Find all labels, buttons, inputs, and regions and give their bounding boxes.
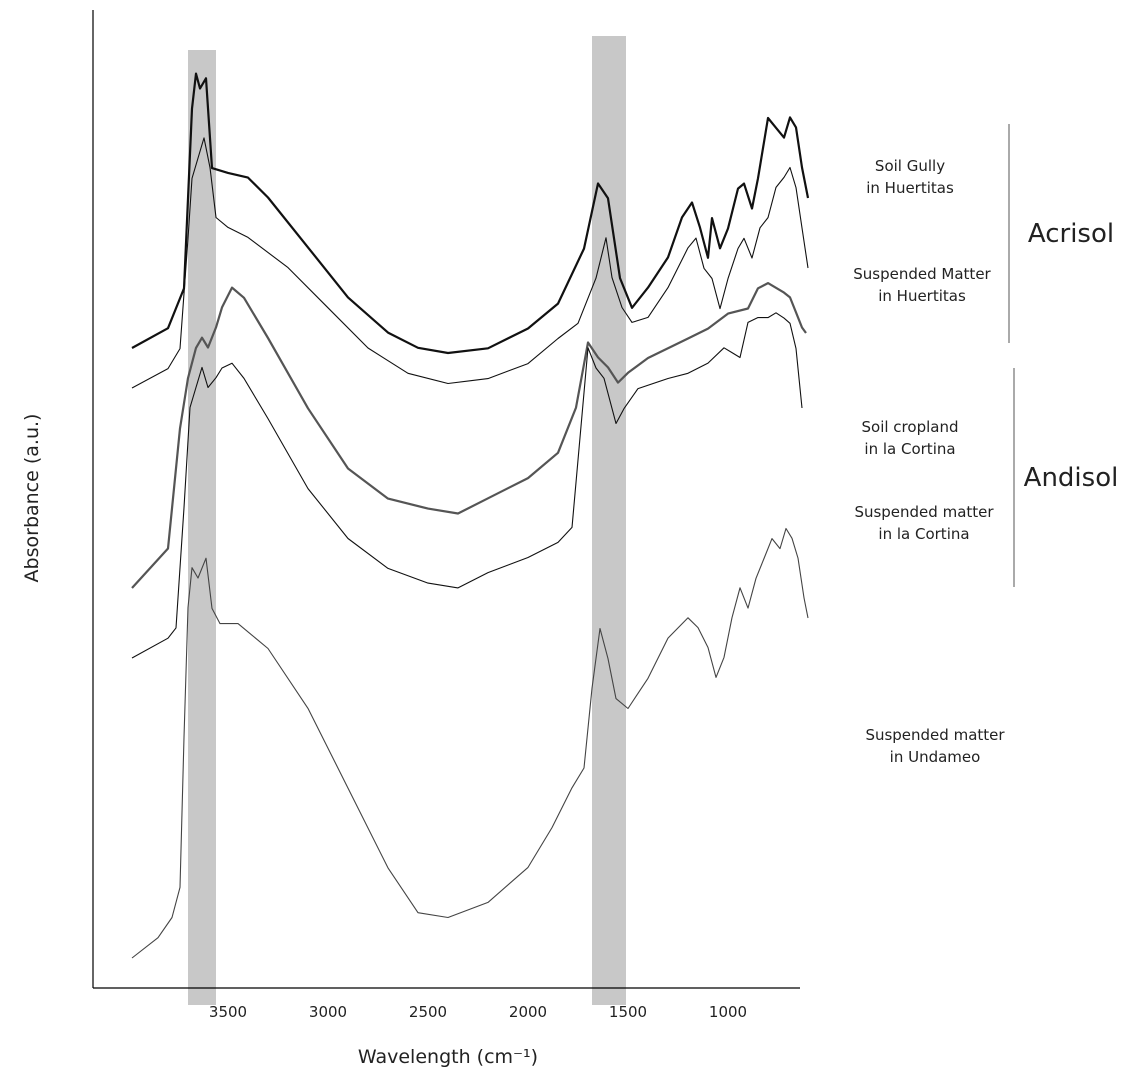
group-label: Andisol <box>1024 463 1119 493</box>
series-label: in Huertitas <box>866 179 954 197</box>
x-axis-title: Wavelength (cm⁻¹) <box>358 1046 538 1068</box>
series-line <box>131 282 807 589</box>
series-label: Suspended matter <box>854 503 994 521</box>
series-label: Soil cropland <box>862 418 959 436</box>
series-label: in Undameo <box>890 748 981 766</box>
series-label: in la Cortina <box>878 525 969 543</box>
group-label: Acrisol <box>1028 219 1114 249</box>
highlight-band <box>188 50 216 1005</box>
series-lines <box>131 72 810 959</box>
x-tick-label: 1500 <box>609 1003 647 1021</box>
highlight-bands <box>188 36 626 1005</box>
x-tick-label: 2500 <box>409 1003 447 1021</box>
highlight-band <box>592 36 626 1005</box>
group-brackets: Acrisol Andisol <box>1008 124 1119 587</box>
x-tick-label: 1000 <box>709 1003 747 1021</box>
series-label: in Huertitas <box>878 287 966 305</box>
x-tick-label: 3000 <box>309 1003 347 1021</box>
series-label: Suspended Matter <box>853 265 991 283</box>
series-line <box>131 312 803 659</box>
x-tick-label: 3500 <box>209 1003 247 1021</box>
series-labels: Soil Gully in Huertitas Suspended Matter in… <box>853 157 1005 766</box>
x-tick-labels: 3500 3000 2500 2000 1500 1000 <box>209 1003 747 1021</box>
series-line <box>131 527 809 959</box>
series-line <box>131 137 809 389</box>
y-axis-title: Absorbance (a.u.) <box>21 414 43 583</box>
series-label: Soil Gully <box>875 157 945 175</box>
series-line <box>131 72 810 355</box>
series-label: in la Cortina <box>864 440 955 458</box>
series-label: Suspended matter <box>865 726 1005 744</box>
x-tick-label: 2000 <box>509 1003 547 1021</box>
